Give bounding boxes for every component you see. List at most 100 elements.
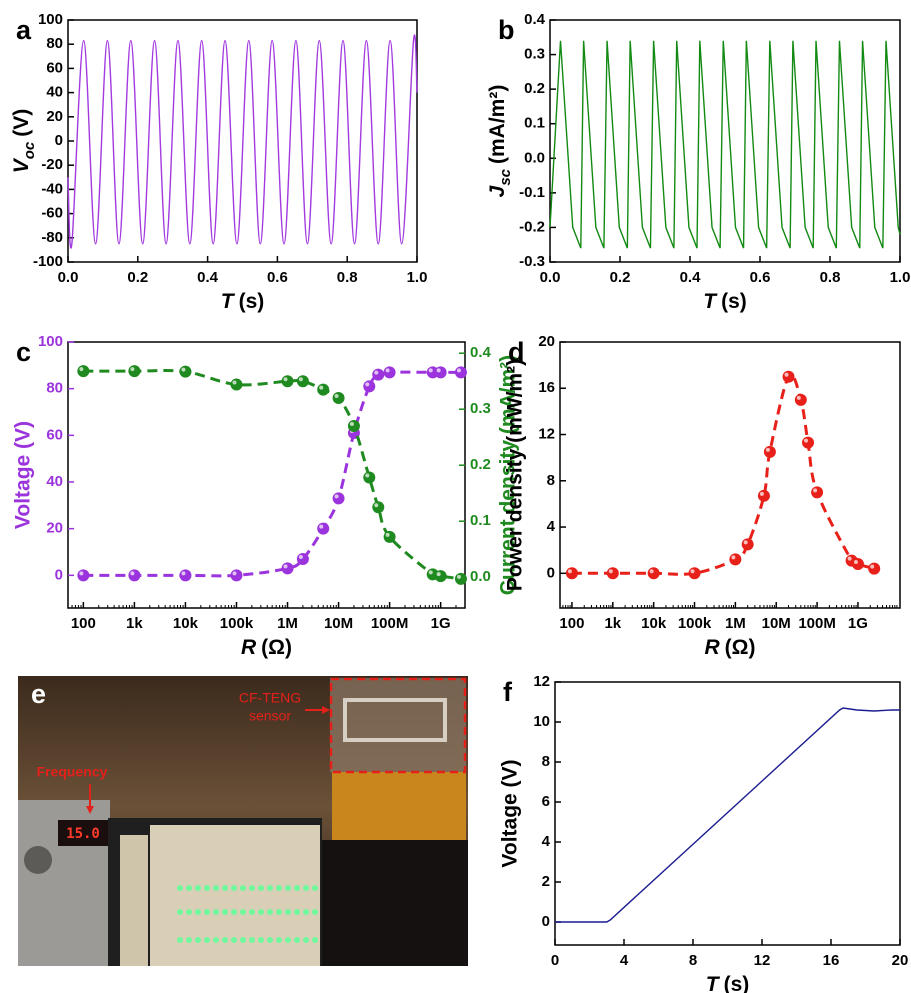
axis-title: R (Ω) <box>705 636 756 659</box>
data-point <box>332 492 345 505</box>
y-tick-label: 0.0 <box>524 149 545 166</box>
sensor-base <box>332 772 466 852</box>
led <box>267 937 273 943</box>
sensor-label: sensor <box>249 708 291 724</box>
axis-symbol: T <box>221 290 236 313</box>
point-highlight <box>436 572 441 577</box>
fit-line <box>83 369 462 581</box>
point-highlight <box>796 395 801 400</box>
y2-tick-label: 0.3 <box>470 400 491 417</box>
led <box>231 885 237 891</box>
axis-title: T (s) <box>706 973 750 993</box>
led <box>267 885 273 891</box>
led <box>186 885 192 891</box>
y2-tick-label: 0.0 <box>470 568 491 585</box>
y-tick-label: 12 <box>538 425 555 442</box>
led <box>222 937 228 943</box>
y-tick-label: -0.2 <box>519 218 545 235</box>
led <box>222 885 228 891</box>
led <box>231 937 237 943</box>
led <box>303 937 309 943</box>
frequency-arrowhead <box>86 806 94 814</box>
point-highlight <box>804 438 809 443</box>
panel-letter: c <box>16 337 31 367</box>
x-tick-label: 0.6 <box>267 269 288 286</box>
y-tick-label: 0.1 <box>524 115 545 132</box>
x-tick-label: 1.0 <box>890 269 911 286</box>
data-point <box>688 567 701 580</box>
led <box>276 937 282 943</box>
point-highlight <box>374 370 379 375</box>
y-tick-label: 8 <box>547 472 555 489</box>
point-highlight <box>456 368 461 373</box>
data-point <box>317 383 330 396</box>
led <box>204 909 210 915</box>
data-point <box>802 436 815 449</box>
led <box>177 885 183 891</box>
point-highlight <box>181 367 186 372</box>
data-point <box>363 471 376 484</box>
point-highlight <box>374 503 379 508</box>
axis-symbol: V <box>10 157 33 173</box>
data-point <box>230 378 243 391</box>
sensor-label: CF-TENG <box>239 690 301 706</box>
frequency-label: Frequency <box>37 764 108 780</box>
data-point <box>383 366 396 379</box>
led <box>258 885 264 891</box>
x-tick-label: 0.2 <box>127 269 148 286</box>
point-highlight <box>385 368 390 373</box>
data-point <box>647 567 660 580</box>
point-highlight <box>847 556 852 561</box>
point-highlight <box>365 473 370 478</box>
y-tick-label: -80 <box>41 229 63 246</box>
point-highlight <box>298 377 303 382</box>
y-tick-label: 40 <box>46 473 63 490</box>
x-tick-label: 10k <box>173 615 199 632</box>
x-tick-label: 0.0 <box>540 269 561 286</box>
point-highlight <box>232 380 237 385</box>
data-point <box>230 569 243 582</box>
y-tick-label: 0.3 <box>524 46 545 63</box>
axis-title: Power density (mW/m²) <box>504 359 527 591</box>
point-highlight <box>870 564 875 569</box>
y-tick-label: 12 <box>533 673 550 690</box>
led <box>186 937 192 943</box>
x-tick-label: 100 <box>71 615 96 632</box>
x-tick-label: 1M <box>725 615 746 632</box>
led <box>294 937 300 943</box>
point-highlight <box>334 394 339 398</box>
point-highlight <box>130 367 135 372</box>
x-tick-label: 0.0 <box>58 269 79 286</box>
sensor-arrowhead <box>322 706 330 714</box>
x-tick-label: 100k <box>678 615 712 632</box>
point-highlight <box>765 447 770 452</box>
x-tick-label: 1k <box>604 615 621 632</box>
data-point <box>77 365 90 378</box>
data-point <box>851 558 864 571</box>
led <box>294 909 300 915</box>
data-point <box>128 365 141 378</box>
plot-frame <box>549 19 901 263</box>
point-highlight <box>436 368 441 373</box>
led <box>213 909 219 915</box>
y-tick-label: 40 <box>46 84 63 101</box>
x-tick-label: 12 <box>754 952 771 969</box>
led <box>213 885 219 891</box>
x-tick-label: 100M <box>371 615 409 632</box>
led <box>204 937 210 943</box>
y-tick-label: 2 <box>542 873 550 890</box>
led <box>285 909 291 915</box>
axis-title: Voltage (V) <box>499 759 522 867</box>
y2-tick-label: 0.2 <box>470 456 491 473</box>
data-point <box>317 522 330 535</box>
led <box>177 937 183 943</box>
point-highlight <box>690 569 695 574</box>
y-tick-label: 0 <box>547 564 555 581</box>
led <box>249 885 255 891</box>
led <box>231 909 237 915</box>
x-tick-label: 8 <box>689 952 697 969</box>
y-tick-label: 6 <box>542 793 550 810</box>
data-point <box>179 569 192 582</box>
y-tick-label: 20 <box>46 108 63 125</box>
axis-symbol: T <box>706 973 721 993</box>
